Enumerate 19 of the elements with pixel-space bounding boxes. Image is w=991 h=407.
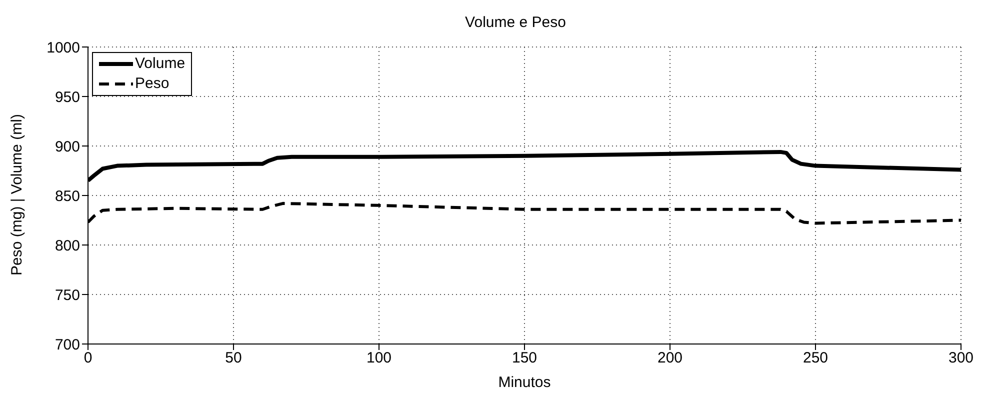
y-tick-label: 850 <box>54 188 80 205</box>
y-tick-label: 1000 <box>46 39 80 56</box>
x-tick-label: 200 <box>657 350 683 367</box>
x-tick-label: 300 <box>948 350 974 367</box>
y-tick-label: 700 <box>54 336 80 354</box>
x-tick-label: 150 <box>512 350 538 367</box>
legend-label: Peso <box>135 74 170 94</box>
y-tick-label: 750 <box>54 286 80 304</box>
y-tick-label: 950 <box>54 88 80 106</box>
y-tick-label: 800 <box>54 237 80 254</box>
x-axis-title: Minutos <box>498 374 551 391</box>
chart-title: Volume e Peso <box>464 14 567 31</box>
x-tick-label: 100 <box>366 350 392 367</box>
legend-label: Volume <box>135 54 186 74</box>
y-axis-title: Peso (mg) | Volume (ml) <box>8 114 26 276</box>
x-tick-label: 0 <box>84 350 92 367</box>
y-tick-label: 900 <box>54 138 80 156</box>
x-tick-label: 250 <box>802 350 828 367</box>
x-tick-label: 50 <box>225 350 242 367</box>
